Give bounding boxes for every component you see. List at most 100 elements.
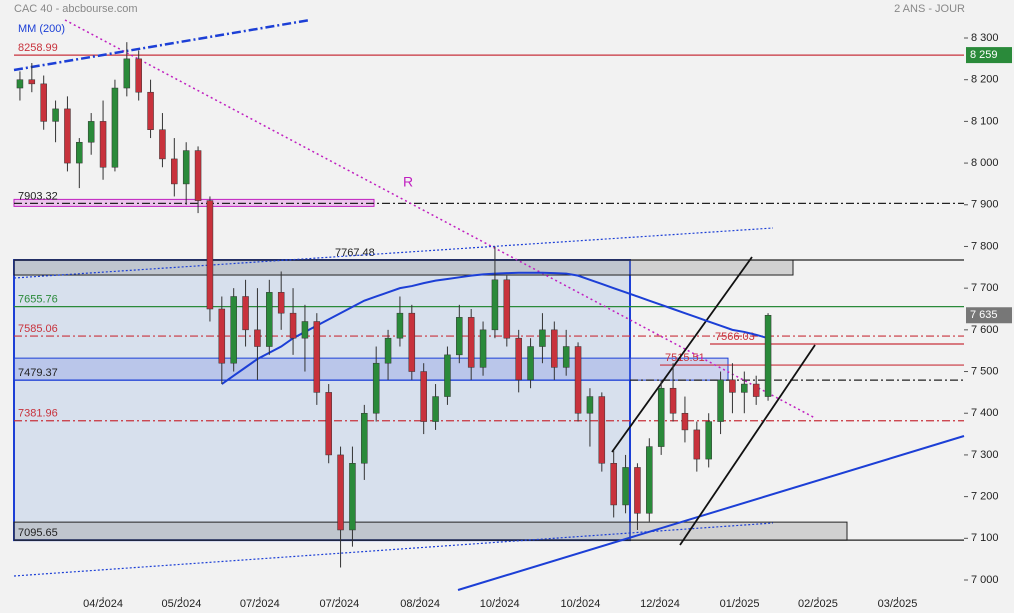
trend-line — [13, 522, 774, 577]
y-tick-label: 7 300 — [971, 449, 999, 461]
candle-body — [503, 279, 511, 339]
x-tick-label: 12/2024 — [640, 598, 680, 610]
level-label: 7515.51 — [665, 352, 705, 364]
candle-body — [610, 463, 617, 506]
candle-body — [147, 91, 154, 130]
candle-body — [717, 379, 724, 422]
trend-line — [64, 19, 816, 419]
zone — [13, 259, 631, 542]
candle-body — [52, 108, 59, 122]
candle-body — [598, 396, 606, 464]
level-label: 7095.65 — [18, 527, 58, 539]
candle-body — [254, 329, 261, 347]
ma-label: MM (200) — [18, 23, 65, 35]
candle-body — [230, 296, 237, 364]
candle-body — [456, 317, 463, 356]
candle-body — [551, 329, 558, 368]
candle-body — [705, 421, 712, 460]
candle-body — [384, 337, 392, 364]
candle-body — [657, 387, 665, 447]
x-tick-label: 08/2024 — [400, 598, 440, 610]
candle-body — [515, 337, 522, 381]
candle-body — [539, 329, 546, 347]
x-tick-label: 02/2025 — [798, 598, 838, 610]
candle-body — [194, 150, 202, 201]
y-tick-label: 7 700 — [971, 282, 999, 294]
candle-body — [444, 354, 451, 397]
candle-body — [182, 150, 190, 185]
price-badge — [966, 307, 1012, 324]
x-tick-label: 07/2024 — [319, 598, 359, 610]
x-tick-label: 05/2024 — [162, 598, 202, 610]
candle-body — [64, 108, 71, 164]
candle-body — [491, 279, 499, 331]
trend-line — [13, 227, 774, 279]
y-tick-label: 7 000 — [971, 574, 999, 586]
candle-body — [266, 292, 273, 347]
candle-body — [408, 312, 416, 372]
candle-body — [479, 329, 487, 368]
y-tick-label: 7 600 — [971, 324, 999, 336]
level-label: 7479.37 — [18, 367, 58, 379]
candle-body — [171, 158, 178, 185]
candle-body — [123, 58, 131, 89]
zone — [13, 521, 848, 541]
candle-body — [218, 308, 226, 364]
candle-body — [729, 379, 736, 393]
candle-body — [372, 362, 380, 414]
price-badge-label: 8 259 — [970, 49, 998, 61]
candle-body — [752, 383, 760, 397]
candle-body — [432, 396, 439, 422]
candle-body — [420, 371, 427, 422]
annotation: R — [403, 174, 413, 190]
zone — [13, 259, 794, 276]
y-tick-label: 8 200 — [971, 74, 999, 86]
candle-body — [574, 346, 582, 414]
candle-body — [28, 79, 36, 85]
trend-line — [679, 344, 816, 546]
y-tick-label: 7 100 — [971, 532, 999, 544]
candle-body — [76, 141, 83, 164]
level-label: 7381.96 — [18, 408, 58, 420]
y-tick-label: 7 200 — [971, 491, 999, 503]
candle-body — [206, 200, 214, 310]
candle-body — [313, 321, 321, 393]
candle-body — [301, 321, 309, 339]
candle-body — [16, 79, 24, 89]
candle-body — [87, 121, 95, 143]
level-label: 7566.03 — [715, 331, 755, 343]
candle-body — [646, 446, 653, 514]
candle-body — [764, 315, 772, 397]
candle-body — [562, 346, 570, 368]
x-tick-label: 10/2024 — [561, 598, 601, 610]
y-tick-label: 7 400 — [971, 407, 999, 419]
candle-body — [361, 412, 368, 464]
x-tick-label: 03/2025 — [878, 598, 918, 610]
candle-body — [135, 58, 142, 93]
candle-body — [111, 87, 119, 168]
x-tick-label: 07/2024 — [240, 598, 280, 610]
candle-body — [349, 463, 356, 531]
candle-body — [325, 392, 332, 456]
level-label: 7903.32 — [18, 190, 58, 202]
level-label: 8258.99 — [18, 42, 58, 54]
candle-body — [242, 296, 249, 331]
price-badge-label: 7 635 — [970, 309, 998, 321]
x-tick-label: 01/2025 — [720, 598, 760, 610]
y-tick-label: 7 500 — [971, 365, 999, 377]
trend-line — [13, 18, 311, 72]
level-label: 7585.06 — [18, 323, 58, 335]
chart-subtitle: 2 ANS - JOUR — [894, 3, 965, 15]
candle-body — [681, 412, 689, 431]
x-tick-label: 04/2024 — [83, 598, 123, 610]
level-label: 7655.76 — [18, 294, 58, 306]
y-tick-label: 7 800 — [971, 240, 999, 252]
trend-line — [457, 435, 965, 591]
candle-body — [289, 312, 297, 339]
trend-line — [611, 256, 753, 453]
candle-body — [40, 83, 47, 122]
level-label: 7767.48 — [335, 247, 375, 259]
y-tick-label: 8 100 — [971, 115, 999, 127]
candle-body — [396, 312, 404, 339]
